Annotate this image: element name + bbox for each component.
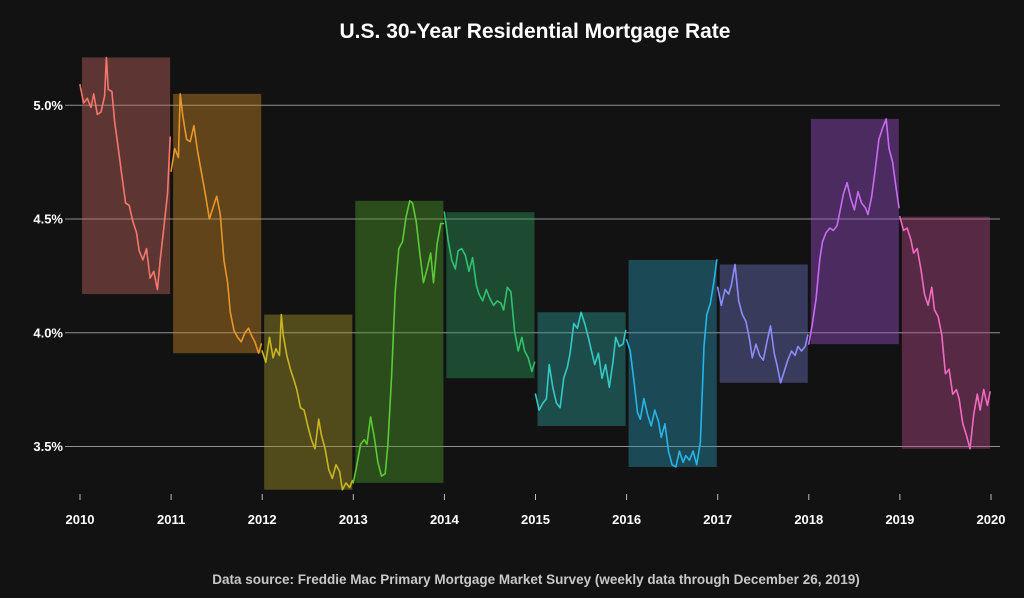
year-band bbox=[82, 57, 171, 295]
x-tick-label: 2020 bbox=[977, 512, 1006, 527]
chart-title: U.S. 30-Year Residential Mortgage Rate bbox=[340, 20, 731, 43]
x-tick-label: 2011 bbox=[157, 512, 185, 527]
series-line bbox=[534, 311, 627, 411]
x-tick-label: 2010 bbox=[66, 512, 95, 527]
x-axis: 2010 2011 2012 2013 2014 2015 2016 2017 2018 2019… bbox=[66, 494, 1006, 527]
series-line bbox=[899, 215, 991, 450]
x-tick-label: 2016 bbox=[612, 512, 641, 527]
y-tick-label: 3.5% bbox=[33, 439, 63, 454]
series-line bbox=[716, 263, 809, 384]
series-line bbox=[625, 259, 718, 468]
y-tick-label: 4.0% bbox=[33, 325, 63, 340]
year-band bbox=[719, 264, 808, 383]
series-line bbox=[808, 118, 900, 345]
year-band bbox=[628, 259, 717, 467]
y-tick-label: 5.0% bbox=[33, 98, 63, 113]
x-tick-label: 2013 bbox=[339, 512, 368, 527]
year-band bbox=[264, 314, 353, 490]
series-line bbox=[261, 313, 354, 491]
series-line bbox=[79, 56, 171, 291]
year-band bbox=[537, 312, 626, 427]
year-band bbox=[173, 93, 262, 354]
year-band bbox=[446, 212, 535, 379]
rate-lines bbox=[79, 56, 991, 491]
series-line bbox=[170, 93, 263, 354]
series-line bbox=[352, 200, 445, 484]
x-tick-label: 2015 bbox=[521, 512, 550, 527]
series-line bbox=[443, 211, 536, 373]
year-band bbox=[901, 216, 990, 449]
year-band bbox=[355, 200, 444, 483]
y-tick-label: 4.5% bbox=[33, 212, 63, 227]
x-tick-label: 2014 bbox=[430, 512, 460, 527]
chart-caption: Data source: Freddie Mac Primary Mortgag… bbox=[212, 572, 860, 587]
x-tick-label: 2019 bbox=[885, 512, 914, 527]
x-tick-label: 2012 bbox=[248, 512, 277, 527]
x-tick-label: 2017 bbox=[703, 512, 732, 527]
x-tick-label: 2018 bbox=[794, 512, 823, 527]
year-bands bbox=[82, 57, 990, 490]
year-band bbox=[810, 118, 899, 345]
y-axis: 3.5% 4.0% 4.5% 5.0% bbox=[33, 98, 63, 454]
